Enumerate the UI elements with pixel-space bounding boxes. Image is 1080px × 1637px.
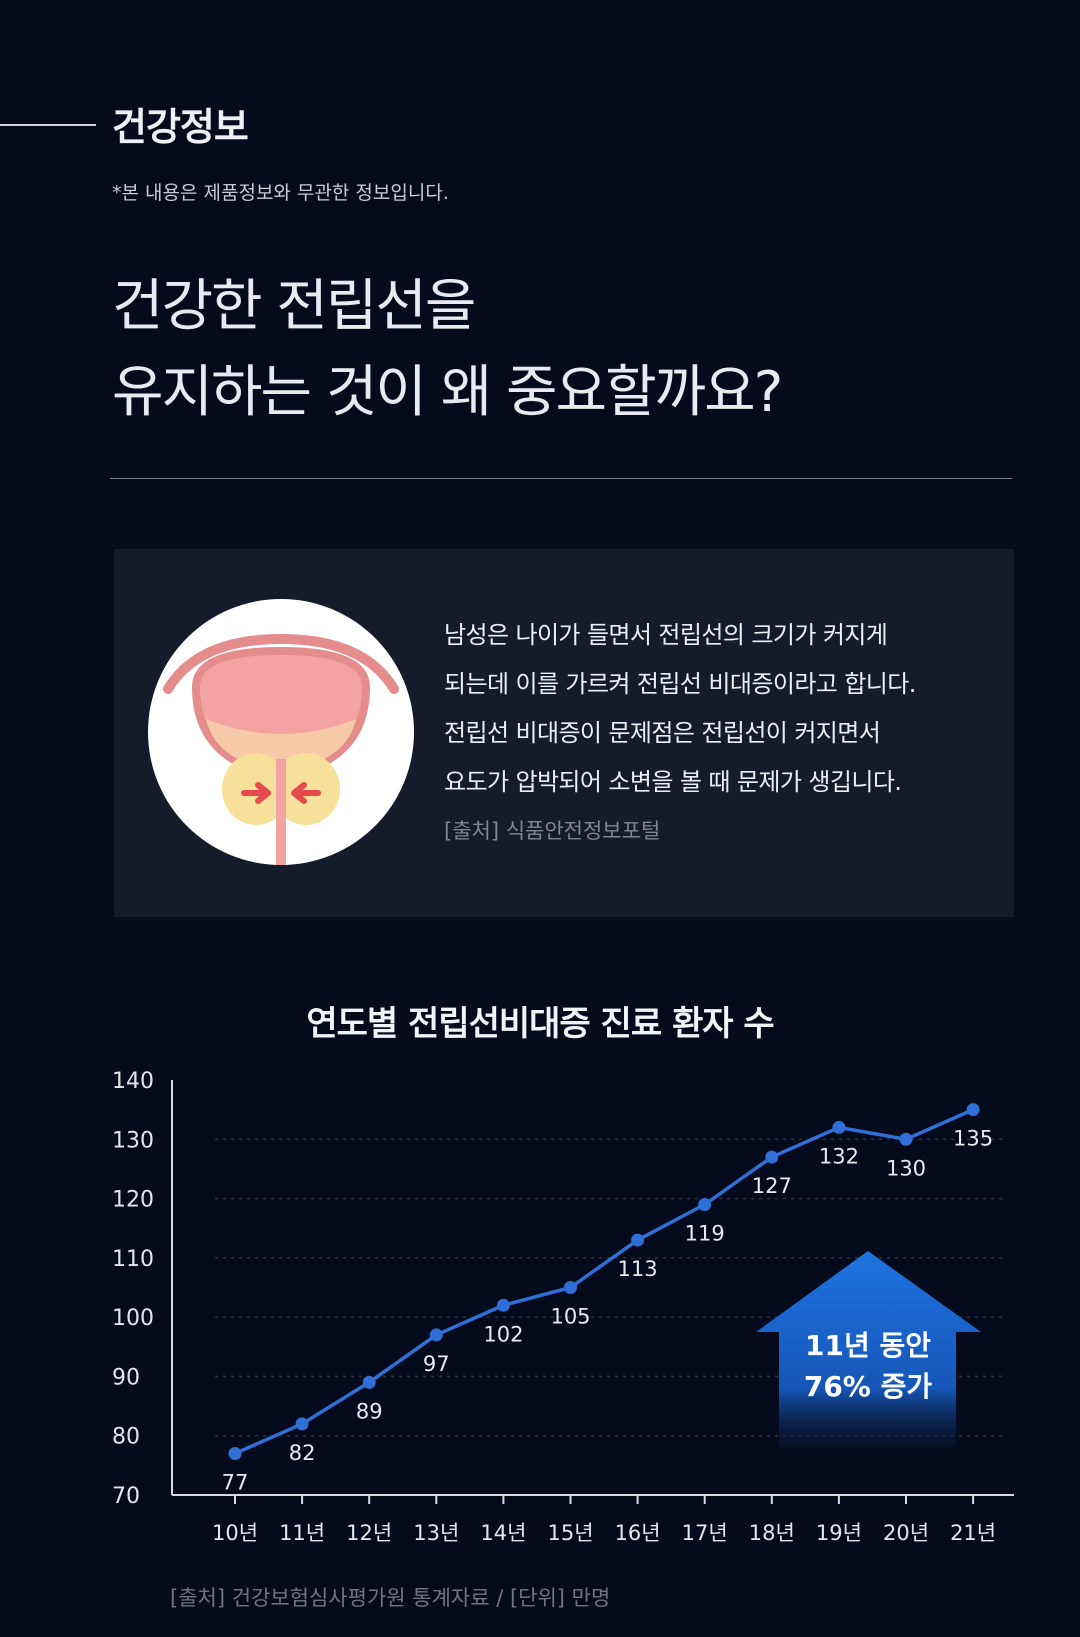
headline-line-1: 건강한 전립선을	[112, 274, 476, 339]
headline: 건강한 전립선을 유지하는 것이 왜 중요할까요?	[112, 264, 783, 436]
increase-arrow-icon	[756, 1251, 981, 1447]
data-point	[966, 1103, 980, 1117]
section-rule	[0, 124, 96, 126]
x-tick-label: 20년	[883, 1521, 929, 1545]
y-tick-label: 120	[112, 1188, 154, 1213]
divider	[110, 478, 1012, 479]
y-tick-label: 140	[112, 1069, 154, 1094]
data-point	[765, 1150, 779, 1164]
data-label: 82	[289, 1441, 316, 1465]
info-line: 요도가 압박되어 소변을 볼 때 문제가 생깁니다.	[444, 768, 902, 796]
data-label: 105	[550, 1305, 590, 1329]
x-tick-label: 11년	[279, 1521, 325, 1545]
x-tick-label: 13년	[413, 1521, 459, 1545]
x-tick-label: 17년	[682, 1521, 728, 1545]
chart-source: [출처] 건강보험심사평가원 통계자료 / [단위] 만명	[170, 1586, 611, 1610]
y-tick-label: 110	[112, 1247, 154, 1272]
data-label: 135	[953, 1127, 993, 1151]
info-line: 되는데 이를 가르켜 전립선 비대증이라고 합니다.	[444, 670, 916, 698]
data-label: 132	[819, 1144, 859, 1168]
x-tick-label: 16년	[615, 1521, 661, 1545]
y-tick-label: 90	[112, 1365, 140, 1390]
disclaimer-text: *본 내용은 제품정보와 무관한 정보입니다.	[112, 182, 449, 204]
data-point	[295, 1417, 309, 1431]
y-tick-label: 80	[112, 1425, 140, 1450]
y-tick-label: 70	[112, 1484, 140, 1509]
data-point	[631, 1233, 645, 1247]
data-point	[899, 1132, 913, 1146]
x-tick-label: 10년	[212, 1521, 258, 1545]
prostate-compression-icon	[148, 599, 414, 865]
data-point	[832, 1120, 846, 1134]
chart-title: 연도별 전립선비대증 진료 환자 수	[306, 1004, 774, 1044]
data-point	[564, 1281, 577, 1294]
info-description: 남성은 나이가 들면서 전립선의 크기가 커지게 되는데 이를 가르켜 전립선 …	[444, 611, 984, 807]
data-point	[698, 1198, 712, 1211]
y-tick-label: 100	[112, 1306, 154, 1331]
x-tick-label: 19년	[816, 1521, 862, 1545]
data-label: 102	[483, 1322, 523, 1346]
info-line: 전립선 비대증이 문제점은 전립선이 커지면서	[444, 719, 881, 747]
x-tick-label: 18년	[749, 1521, 795, 1545]
section-label: 건강정보	[112, 105, 249, 149]
data-label: 130	[886, 1156, 926, 1180]
data-label: 97	[423, 1352, 450, 1376]
callout-line-2: 76% 증가	[804, 1370, 933, 1403]
y-tick-label: 130	[112, 1128, 154, 1153]
data-point	[228, 1447, 242, 1460]
data-label: 77	[222, 1471, 249, 1495]
data-point	[496, 1298, 510, 1312]
x-tick-label: 14년	[480, 1521, 526, 1545]
headline-line-2: 유지하는 것이 왜 중요할까요?	[112, 360, 783, 425]
data-point	[429, 1328, 443, 1342]
callout-line-1: 11년 동안	[805, 1329, 931, 1362]
data-point	[362, 1375, 376, 1389]
data-label: 89	[356, 1399, 383, 1423]
info-line: 남성은 나이가 들면서 전립선의 크기가 커지게	[444, 621, 888, 649]
x-tick-label: 15년	[547, 1521, 593, 1545]
data-label: 119	[685, 1222, 725, 1246]
series-line	[234, 1108, 974, 1456]
info-source: [출처] 식품안전정보포털	[444, 819, 661, 843]
x-tick-label: 21년	[950, 1521, 996, 1545]
info-box: 남성은 나이가 들면서 전립선의 크기가 커지게 되는데 이를 가르켜 전립선 …	[114, 549, 1014, 917]
x-tick-label: 12년	[346, 1521, 392, 1545]
data-label: 113	[618, 1257, 658, 1281]
data-label: 127	[752, 1174, 792, 1198]
